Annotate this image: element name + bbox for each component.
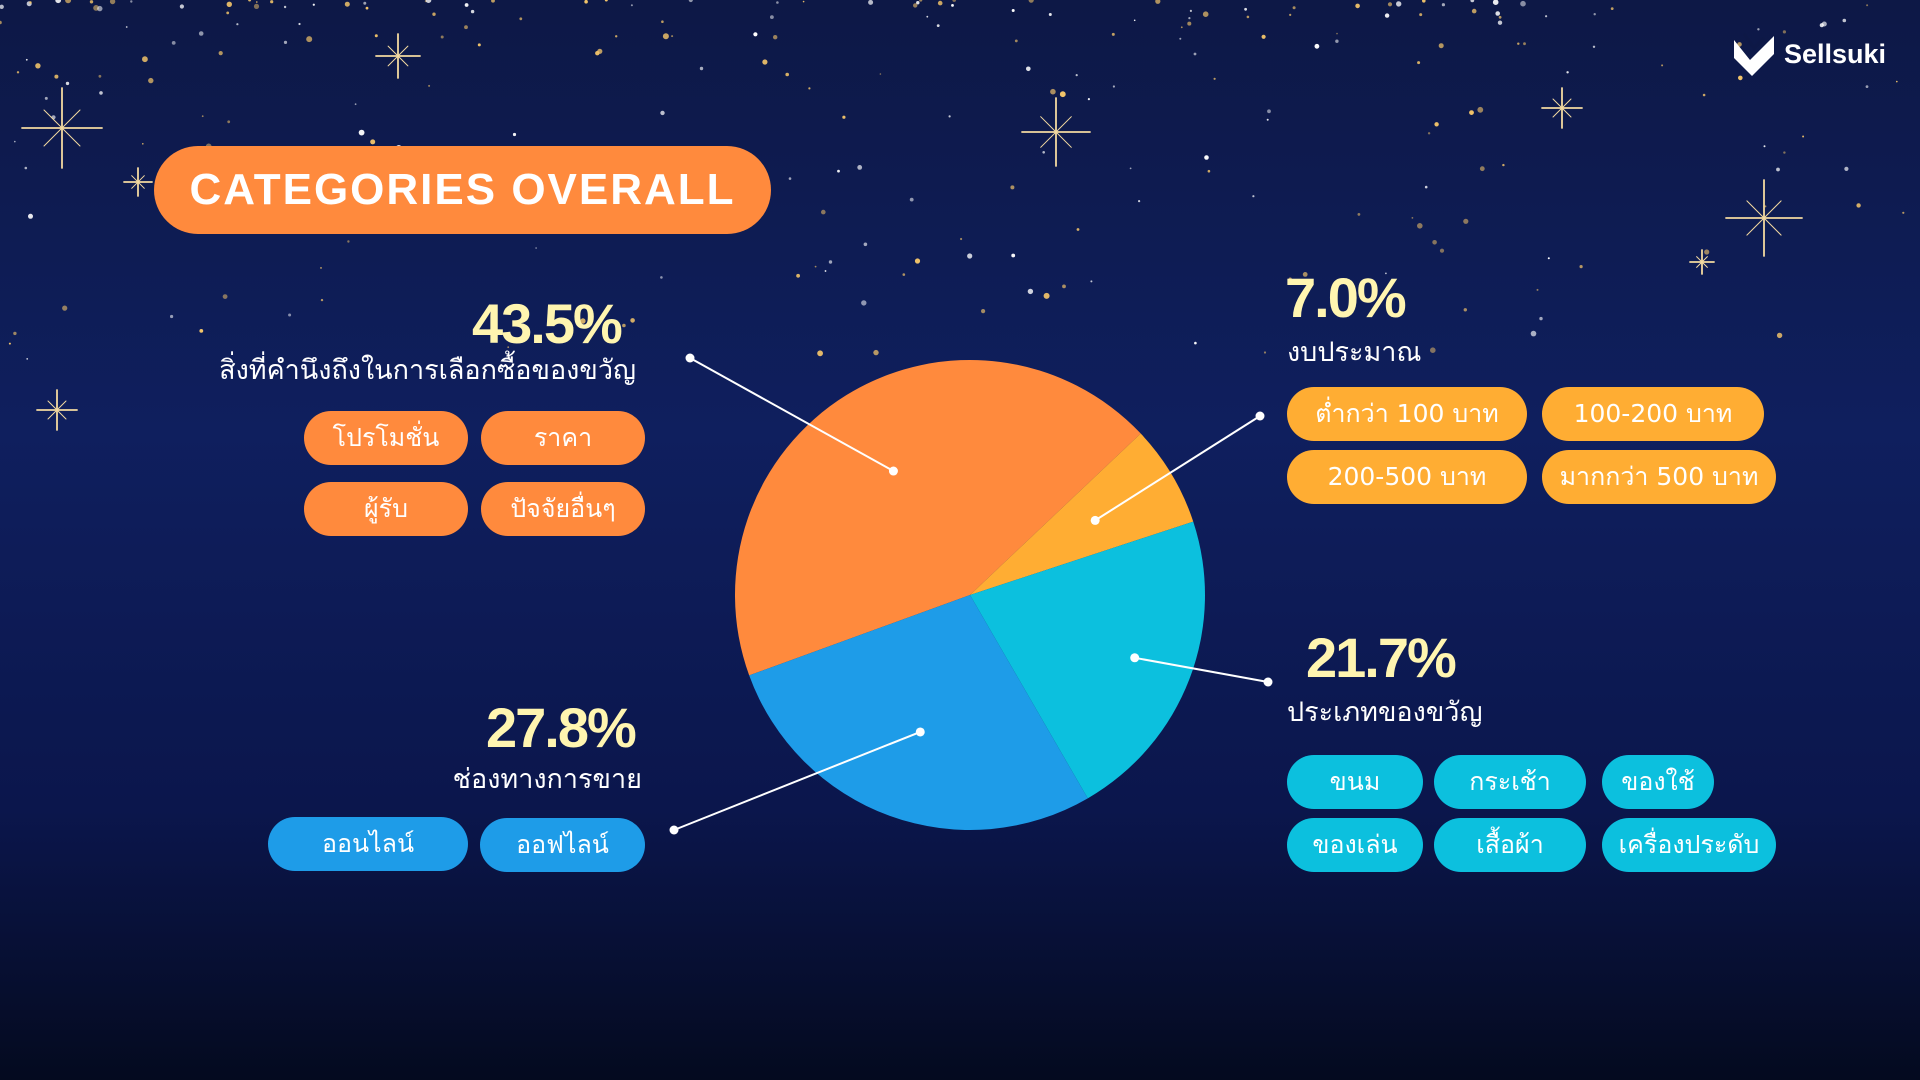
tag-promotion: โปรโมชั่น xyxy=(304,411,468,465)
sparkle-star-icon xyxy=(1689,249,1715,275)
sparkle-star-icon xyxy=(36,389,78,431)
tag-basket: กระเช้า xyxy=(1434,755,1586,809)
leader-dot xyxy=(1090,515,1100,525)
slice-sales-channel xyxy=(749,595,1088,830)
tag-over-500: มากกว่า 500 บาท xyxy=(1542,450,1776,504)
sellsuki-logo: Sellsuki xyxy=(1730,30,1886,78)
leader-dot xyxy=(669,825,679,835)
tag-other-factors: ปัจจัยอื่นๆ xyxy=(481,482,645,536)
slice-label-sales-channel: ช่องทางการขาย xyxy=(452,764,642,795)
leader-line xyxy=(689,357,894,472)
sparkle-star-icon xyxy=(123,167,153,197)
tag-recipient: ผู้รับ xyxy=(304,482,468,536)
leader-dot xyxy=(1263,677,1273,687)
tag-under-100: ต่ำกว่า 100 บาท xyxy=(1287,387,1527,441)
leader-dot xyxy=(888,466,898,476)
slice-percent-gift-types: 21.7% xyxy=(1306,626,1457,689)
sparkle-star-icon xyxy=(21,87,103,169)
tag-price: ราคา xyxy=(481,411,645,465)
slice-percent-budget: 7.0% xyxy=(1285,266,1407,329)
tag-utensils: ของใช้ xyxy=(1602,755,1714,809)
leader-line xyxy=(1134,656,1269,683)
page-title: CATEGORIES OVERALL xyxy=(154,146,771,234)
logo-text: Sellsuki xyxy=(1783,38,1886,69)
sparkle-star-icon xyxy=(1725,179,1803,257)
leader-line xyxy=(1094,415,1261,522)
sparkle-star-icon xyxy=(1021,97,1091,167)
tag-200-500: 200-500 บาท xyxy=(1287,450,1527,504)
slice-percent-sales-channel: 27.8% xyxy=(486,696,637,759)
tag-jewelry: เครื่องประดับ xyxy=(1602,818,1776,872)
tag-offline: ออฟไลน์ xyxy=(480,818,645,872)
sellsuki-logo-icon xyxy=(1733,33,1774,76)
sparkle-star-icon xyxy=(1541,87,1583,129)
leader-dot xyxy=(685,353,695,363)
leader-line xyxy=(673,730,921,831)
slice-label-gift-types: ประเภทของขวัญ xyxy=(1287,697,1483,728)
tag-clothes: เสื้อผ้า xyxy=(1434,818,1586,872)
slice-label-considerations: สิ่งที่คำนึงถึงในการเลือกซื้อของขวัญ xyxy=(219,355,636,386)
tag-100-200: 100-200 บาท xyxy=(1542,387,1764,441)
leader-dot xyxy=(1255,411,1265,421)
slice-label-budget: งบประมาณ xyxy=(1287,337,1422,368)
slice-percent-considerations: 43.5% xyxy=(472,292,623,355)
slice-budget xyxy=(970,433,1194,595)
leader-dot xyxy=(1130,653,1140,663)
tag-toys: ของเล่น xyxy=(1287,818,1423,872)
sparkle-star-icon xyxy=(375,33,421,79)
tag-snacks: ขนม xyxy=(1287,755,1423,809)
tag-online: ออนไลน์ xyxy=(268,817,468,871)
leader-dot xyxy=(915,727,925,737)
slice-gift-types xyxy=(970,521,1205,799)
